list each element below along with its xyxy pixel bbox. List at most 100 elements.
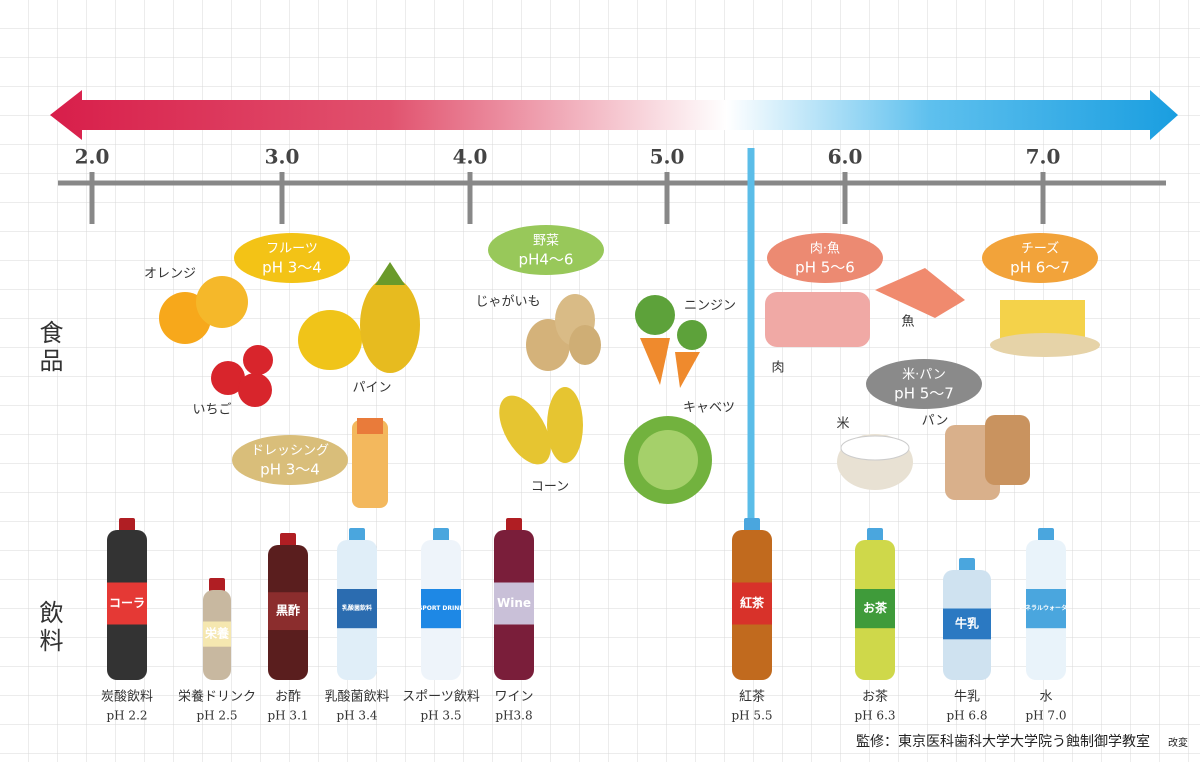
bottle-cap <box>209 578 225 592</box>
note: 改変 <box>1168 736 1188 749</box>
bottle-cap <box>280 533 296 547</box>
drink-ph: pH 6.3 <box>854 709 895 723</box>
group-ph: pH 3〜4 <box>262 259 322 277</box>
bottle-text: ミネラルウォーター <box>1019 604 1073 612</box>
food-illustration <box>640 338 670 385</box>
drink-ph: pH 2.2 <box>106 709 147 723</box>
bottle-text: コーラ <box>109 596 145 610</box>
food-label: キャベツ <box>683 401 735 416</box>
drink-name: 牛乳 <box>954 690 980 705</box>
bottle-label <box>1026 589 1066 629</box>
food-illustration <box>547 387 583 463</box>
food-illustration <box>357 418 383 434</box>
drink-name: スポーツ飲料 <box>402 689 480 705</box>
group-ph: pH4〜6 <box>519 251 574 269</box>
bottle-label <box>494 582 534 625</box>
bottle-label <box>421 589 461 629</box>
group-pill <box>234 233 350 283</box>
food-illustration <box>375 262 405 285</box>
food-label: パン <box>922 414 949 429</box>
food-illustration <box>360 277 420 373</box>
drink-name: 紅茶 <box>739 689 765 705</box>
bottle-text: 牛乳 <box>955 615 979 630</box>
group-label: 肉·魚 <box>810 242 840 257</box>
bottle-text: SPORT DRINK <box>418 605 464 612</box>
food-illustration <box>635 295 675 335</box>
tick-label: 4.0 <box>453 145 488 169</box>
group-pill <box>232 435 348 485</box>
drink-ph: pH 6.8 <box>946 709 987 723</box>
drink-name: 炭酸飲料 <box>101 689 153 705</box>
bottle-text: Wine <box>497 596 531 610</box>
drink-ph: pH 3.1 <box>267 709 308 723</box>
bottle-cap <box>349 528 365 542</box>
food-illustration <box>499 395 551 465</box>
bottle-label <box>107 582 147 625</box>
food-label: 魚 <box>901 315 914 330</box>
drink-name: 乳酸菌飲料 <box>324 689 389 705</box>
tick-label: 3.0 <box>265 145 300 169</box>
drink-ph: pH 5.5 <box>731 709 772 723</box>
food-label: 米 <box>836 417 849 432</box>
food-illustration <box>238 373 272 407</box>
row-label: 食品 <box>35 320 63 376</box>
food-illustration <box>196 276 248 328</box>
group-label: フルーツ <box>266 242 318 257</box>
bottle-cap <box>1038 528 1054 542</box>
drink-name: 水 <box>1039 690 1052 705</box>
food-label: コーン <box>531 480 569 495</box>
drink-name: ワイン <box>494 690 533 705</box>
bottle-cap <box>119 518 135 532</box>
group-pill <box>767 233 883 283</box>
bottle-cap <box>433 528 449 542</box>
tick-label: 6.0 <box>828 145 863 169</box>
food-illustration <box>840 435 910 461</box>
food-illustration <box>298 310 362 370</box>
food-illustration <box>990 333 1100 357</box>
bottle-label <box>943 608 991 640</box>
bottle-text: お茶 <box>863 600 888 615</box>
food-illustration <box>352 420 388 508</box>
drink-name: お酢 <box>275 690 301 705</box>
bottle-text: 紅茶 <box>740 595 765 610</box>
ph-arrow <box>50 90 1178 140</box>
bottle-cap <box>744 518 760 532</box>
food-label: パイン <box>352 381 391 396</box>
group-pill <box>982 233 1098 283</box>
food-label: オレンジ <box>144 267 196 282</box>
group-pill <box>866 359 982 409</box>
food-illustration <box>243 345 273 375</box>
bottle-cap <box>506 518 522 532</box>
drink-ph: pH 2.5 <box>196 709 237 723</box>
food-illustration <box>675 352 700 388</box>
drink-name: お茶 <box>862 689 888 705</box>
food-illustration <box>875 268 965 318</box>
group-label: 野菜 <box>533 234 559 249</box>
row-label: 飲料 <box>35 600 63 656</box>
drink-ph: pH 3.5 <box>420 709 461 723</box>
food-label: 肉 <box>771 361 784 376</box>
food-label: じゃがいも <box>475 295 540 310</box>
group-label: チーズ <box>1021 241 1059 257</box>
food-illustration <box>569 325 601 365</box>
bottle-label <box>337 589 377 629</box>
bottle-cap <box>959 558 975 572</box>
credit: 監修：東京医科歯科大学大学院う蝕制御学教室 <box>856 733 1150 750</box>
tick-label: 7.0 <box>1026 145 1061 169</box>
group-label: 米·パン <box>902 368 946 383</box>
bottle-text: 黒酢 <box>276 603 300 618</box>
group-ph: pH 6〜7 <box>1010 259 1070 277</box>
bottle-label <box>855 589 895 629</box>
group-label: ドレッシング <box>251 444 329 459</box>
drink-ph: pH 3.4 <box>336 709 377 723</box>
group-ph: pH 5〜7 <box>894 385 954 403</box>
bottle-label <box>203 621 231 647</box>
food-illustration <box>765 292 870 347</box>
bottle-text: 栄養 <box>204 626 229 641</box>
bottle-label <box>268 592 308 631</box>
drink-ph: pH 7.0 <box>1025 709 1066 723</box>
food-label: ニンジン <box>684 299 736 314</box>
tick-label: 2.0 <box>75 145 110 169</box>
group-ph: pH 3〜4 <box>260 461 320 479</box>
